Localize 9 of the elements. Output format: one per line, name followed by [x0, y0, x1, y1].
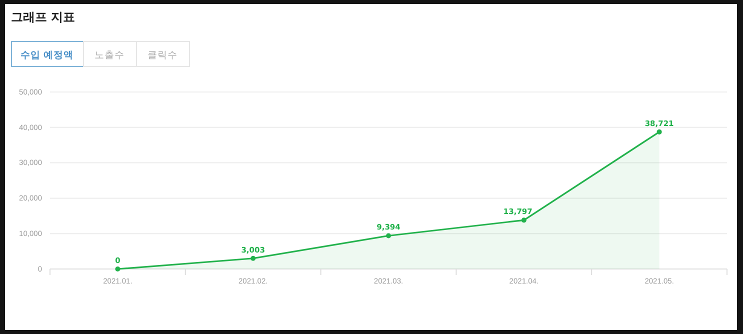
point [386, 233, 392, 238]
text: 수입 예정액 [20, 50, 74, 61]
point [656, 129, 662, 134]
point [521, 218, 526, 223]
chart-title: 그래프 지표 [11, 10, 76, 24]
point [115, 266, 120, 272]
text: 클릭수 [148, 50, 178, 61]
point [250, 256, 256, 261]
text: 노출수 [94, 50, 124, 61]
